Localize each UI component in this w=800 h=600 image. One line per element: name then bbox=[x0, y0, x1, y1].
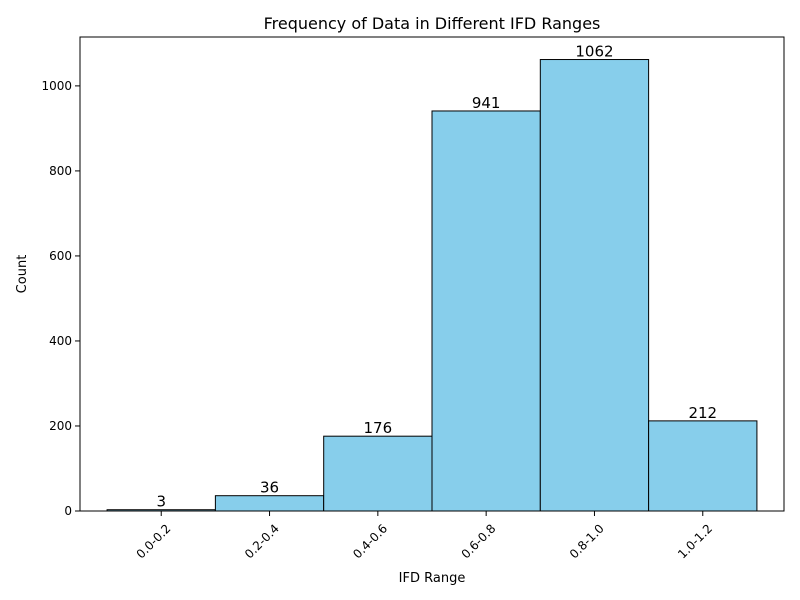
x-tick-label: 1.0-1.2 bbox=[675, 521, 715, 561]
y-axis-label: Count bbox=[15, 255, 30, 294]
y-axis: 0 200 400 600 800 1000 bbox=[41, 79, 80, 518]
x-tick-label: 0.0-0.2 bbox=[134, 521, 174, 561]
y-tick-label: 600 bbox=[49, 249, 72, 263]
x-axis-label: IFD Range bbox=[399, 571, 466, 586]
x-tick-label: 0.8-1.0 bbox=[567, 521, 607, 561]
y-tick-label: 400 bbox=[49, 334, 72, 348]
bar-0.4-0.6 bbox=[323, 435, 433, 512]
y-tick-label: 800 bbox=[49, 164, 72, 178]
bars-group bbox=[106, 59, 758, 512]
y-tick-label: 0 bbox=[64, 504, 72, 518]
data-label-0.0-0.2: 3 bbox=[156, 493, 166, 511]
chart-title: Frequency of Data in Different IFD Range… bbox=[264, 14, 601, 33]
bar-0.2-0.4 bbox=[214, 495, 325, 512]
y-tick-label: 1000 bbox=[41, 79, 72, 93]
data-label-0.4-0.6: 176 bbox=[364, 419, 393, 437]
x-tick-label: 0.6-0.8 bbox=[459, 521, 499, 561]
bar-1.0-1.2 bbox=[648, 420, 758, 512]
bar-0.6-0.8 bbox=[431, 110, 541, 512]
data-label-0.2-0.4: 36 bbox=[260, 479, 279, 497]
x-tick-label: 0.4-0.6 bbox=[350, 521, 390, 561]
x-axis: 0.0-0.2 0.2-0.4 0.4-0.6 0.6-0.8 0.8-1.0 1.0-1… bbox=[134, 511, 715, 561]
data-labels-group: 3 36 176 941 1062 212 bbox=[156, 43, 717, 511]
data-label-0.8-1.0: 1062 bbox=[575, 43, 613, 61]
plot-frame bbox=[79, 36, 785, 512]
y-tick-label: 200 bbox=[49, 419, 72, 433]
bar-0.8-1.0 bbox=[539, 59, 650, 512]
x-tick-label: 0.2-0.4 bbox=[242, 521, 282, 561]
data-label-1.0-1.2: 212 bbox=[688, 404, 717, 422]
data-label-0.6-0.8: 941 bbox=[472, 94, 501, 112]
